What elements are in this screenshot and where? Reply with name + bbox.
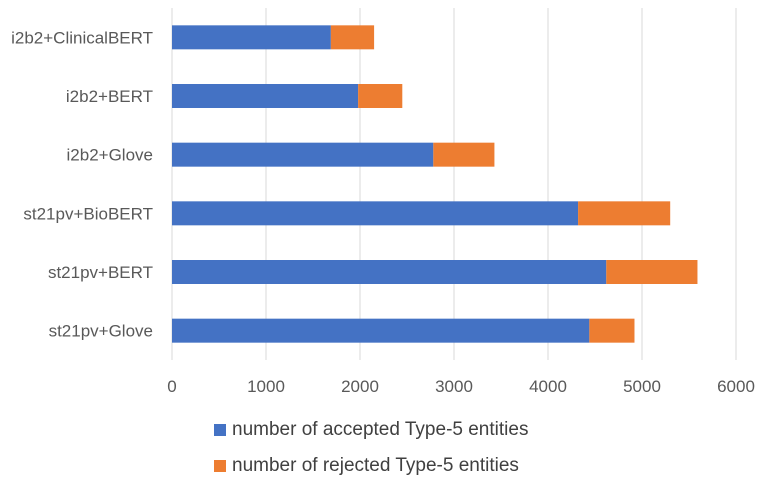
- category-label: i2b2+BERT: [66, 87, 153, 106]
- legend-item-rejected: number of rejected Type-5 entities: [214, 454, 528, 478]
- bar-rejected: [578, 201, 671, 226]
- category-label: i2b2+ClinicalBERT: [11, 28, 153, 47]
- category-labels: i2b2+ClinicalBERT i2b2+BERT i2b2+Glove st21…: [11, 28, 153, 340]
- x-tick-label: 1000: [247, 377, 285, 396]
- category-label: i2b2+Glove: [67, 146, 153, 165]
- x-tick-label: 2000: [341, 377, 379, 396]
- bar-rejected: [358, 84, 403, 108]
- x-tick-label: 0: [167, 377, 176, 396]
- bar-accepted: [172, 25, 331, 50]
- legend-item-accepted: number of accepted Type-5 entities: [214, 418, 528, 442]
- category-label: st21pv+BioBERT: [23, 204, 153, 223]
- x-tick-label: 6000: [717, 377, 755, 396]
- bar-accepted: [172, 201, 579, 226]
- bar-accepted: [172, 84, 359, 108]
- bar-rejected: [606, 260, 698, 284]
- category-label: st21pv+Glove: [49, 322, 153, 341]
- bar-accepted: [172, 318, 590, 343]
- bar-rejected: [433, 142, 495, 167]
- legend-swatch-rejected: [214, 460, 226, 472]
- x-tick-labels: 0 1000 2000 3000 4000 5000 6000: [167, 377, 755, 396]
- x-tick-label: 3000: [435, 377, 473, 396]
- bar-rejected: [589, 318, 635, 343]
- legend-label-rejected: number of rejected Type-5 entities: [232, 455, 519, 476]
- bars: [172, 25, 698, 343]
- legend-swatch-accepted: [214, 424, 226, 436]
- stacked-bar-chart: i2b2+ClinicalBERT i2b2+BERT i2b2+Glove st21…: [11, 8, 755, 396]
- x-tick-label: 4000: [529, 377, 567, 396]
- gridlines: [171, 8, 737, 360]
- bar-rejected: [330, 25, 375, 50]
- legend: number of accepted Type-5 entities numbe…: [214, 418, 528, 478]
- x-tick-label: 5000: [623, 377, 661, 396]
- category-label: st21pv+BERT: [48, 263, 153, 282]
- legend-label-accepted: number of accepted Type-5 entities: [232, 419, 529, 440]
- bar-accepted: [172, 260, 607, 284]
- bar-accepted: [172, 142, 434, 167]
